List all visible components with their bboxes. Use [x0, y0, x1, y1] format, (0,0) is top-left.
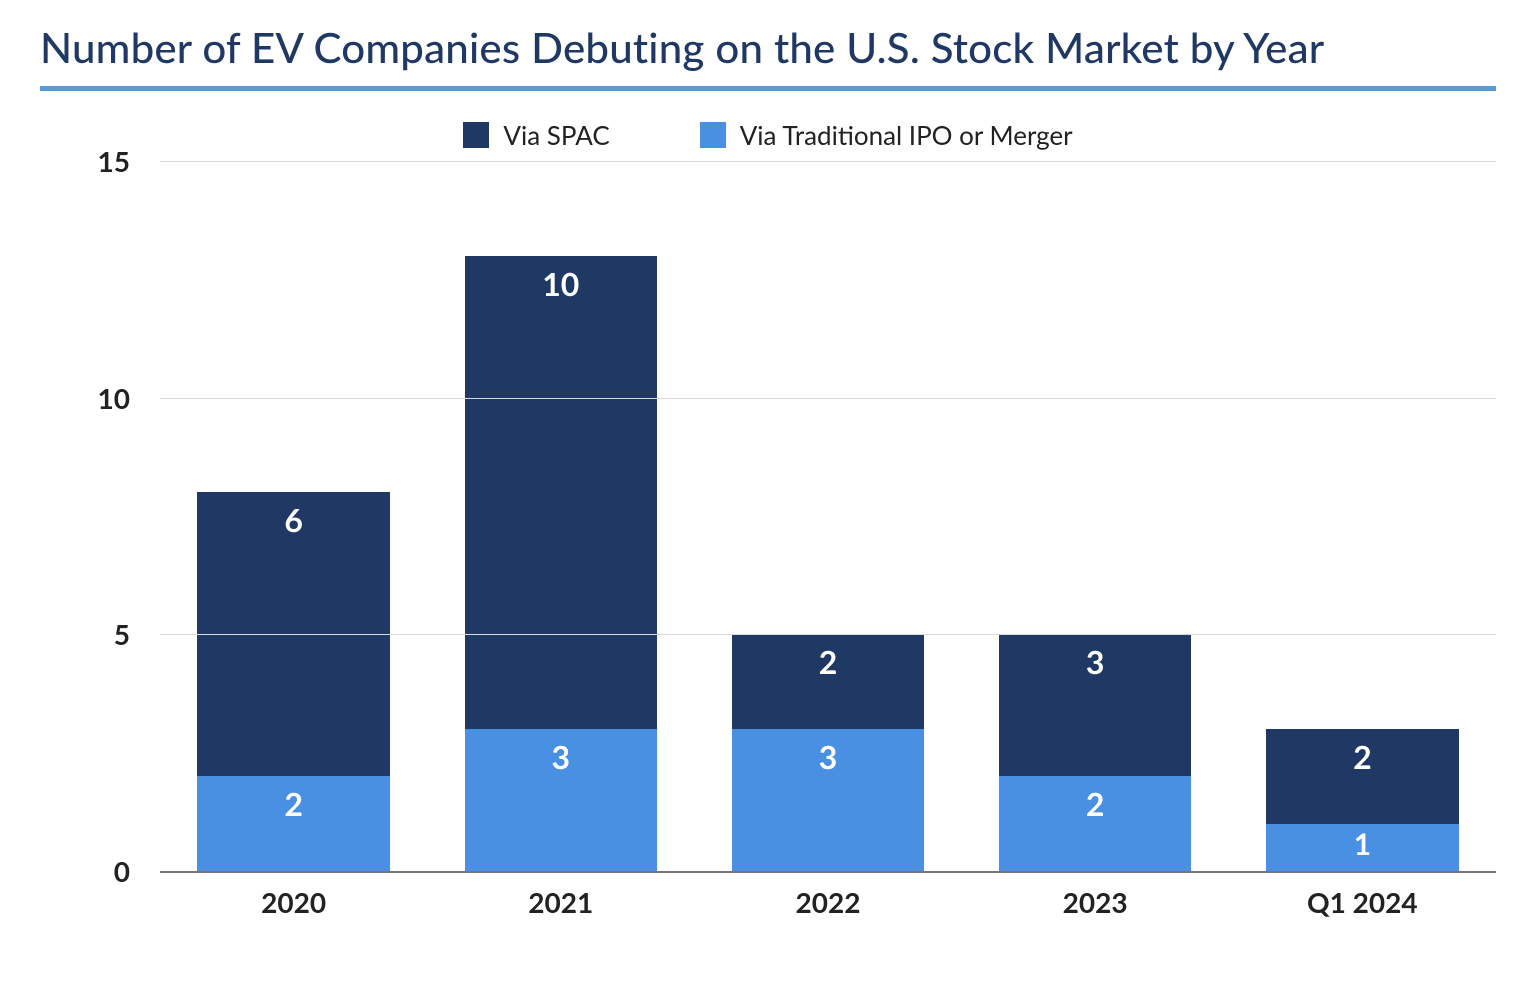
chart-title: Number of EV Companies Debuting on the U…: [40, 22, 1496, 72]
bar-2022: 32: [732, 161, 924, 871]
y-tick-label: 0: [114, 854, 130, 888]
x-axis: 2020202120222023Q1 2024: [160, 885, 1496, 919]
bar-value-label: 1: [1354, 826, 1371, 862]
chart-container: Number of EV Companies Debuting on the U…: [0, 0, 1536, 991]
x-tick-label: 2023: [962, 885, 1229, 919]
legend-label-ipo: Via Traditional IPO or Merger: [740, 119, 1073, 151]
bar-2021: 3 10: [465, 161, 657, 871]
legend-item-spac: Via SPAC: [463, 119, 609, 151]
gridline: [160, 398, 1496, 399]
bar-value-label: 3: [552, 737, 571, 776]
bar-stack: 23: [999, 161, 1191, 871]
bar-segment-spac: 2: [732, 634, 924, 729]
legend: Via SPAC Via Traditional IPO or Merger: [40, 119, 1496, 151]
legend-swatch-ipo: [700, 122, 726, 148]
chart-body: 051015 26310322312: [40, 161, 1496, 871]
bar-value-label: 3: [819, 737, 838, 776]
gridline: [160, 634, 1496, 635]
bar-value-label: 10: [542, 264, 579, 303]
bar-2020: 26: [197, 161, 389, 871]
title-underline: [40, 86, 1496, 91]
bar-value-label: 3: [1086, 642, 1105, 681]
bar-Q1 2024: 12: [1266, 161, 1458, 871]
bar-value-label: 2: [284, 784, 303, 823]
bar-stack: 3 10: [465, 161, 657, 871]
x-tick-label: 2021: [427, 885, 694, 919]
plot-area: 26310322312: [160, 161, 1496, 871]
y-tick-label: 15: [98, 144, 130, 178]
x-tick-label: 2022: [694, 885, 961, 919]
bars-layer: 26310322312: [160, 161, 1496, 871]
bar-stack: 12: [1266, 161, 1458, 871]
bar-2023: 23: [999, 161, 1191, 871]
y-axis: 051015: [40, 161, 160, 871]
x-tick-label: 2020: [160, 885, 427, 919]
bar-segment-spac: 3: [999, 634, 1191, 776]
y-tick-label: 5: [114, 617, 130, 651]
bar-value-label: 2: [819, 642, 838, 681]
bar-segment-ipo: 3: [732, 729, 924, 871]
bar-segment-spac: 10: [465, 256, 657, 729]
legend-swatch-spac: [463, 122, 489, 148]
bar-stack: 26: [197, 161, 389, 871]
bar-stack: 32: [732, 161, 924, 871]
bar-segment-ipo: 1: [1266, 824, 1458, 871]
bar-segment-ipo: 2: [197, 776, 389, 871]
legend-label-spac: Via SPAC: [503, 119, 609, 151]
gridline: [160, 161, 1496, 162]
bar-value-label: 2: [1353, 737, 1372, 776]
x-tick-label: Q1 2024: [1229, 885, 1496, 919]
bar-segment-spac: 2: [1266, 729, 1458, 824]
y-tick-label: 10: [98, 381, 130, 415]
bar-segment-ipo: 3: [465, 729, 657, 871]
bar-value-label: 2: [1086, 784, 1105, 823]
bar-value-label: 6: [284, 500, 303, 539]
bar-segment-ipo: 2: [999, 776, 1191, 871]
legend-item-ipo: Via Traditional IPO or Merger: [700, 119, 1073, 151]
baseline: [160, 871, 1496, 873]
